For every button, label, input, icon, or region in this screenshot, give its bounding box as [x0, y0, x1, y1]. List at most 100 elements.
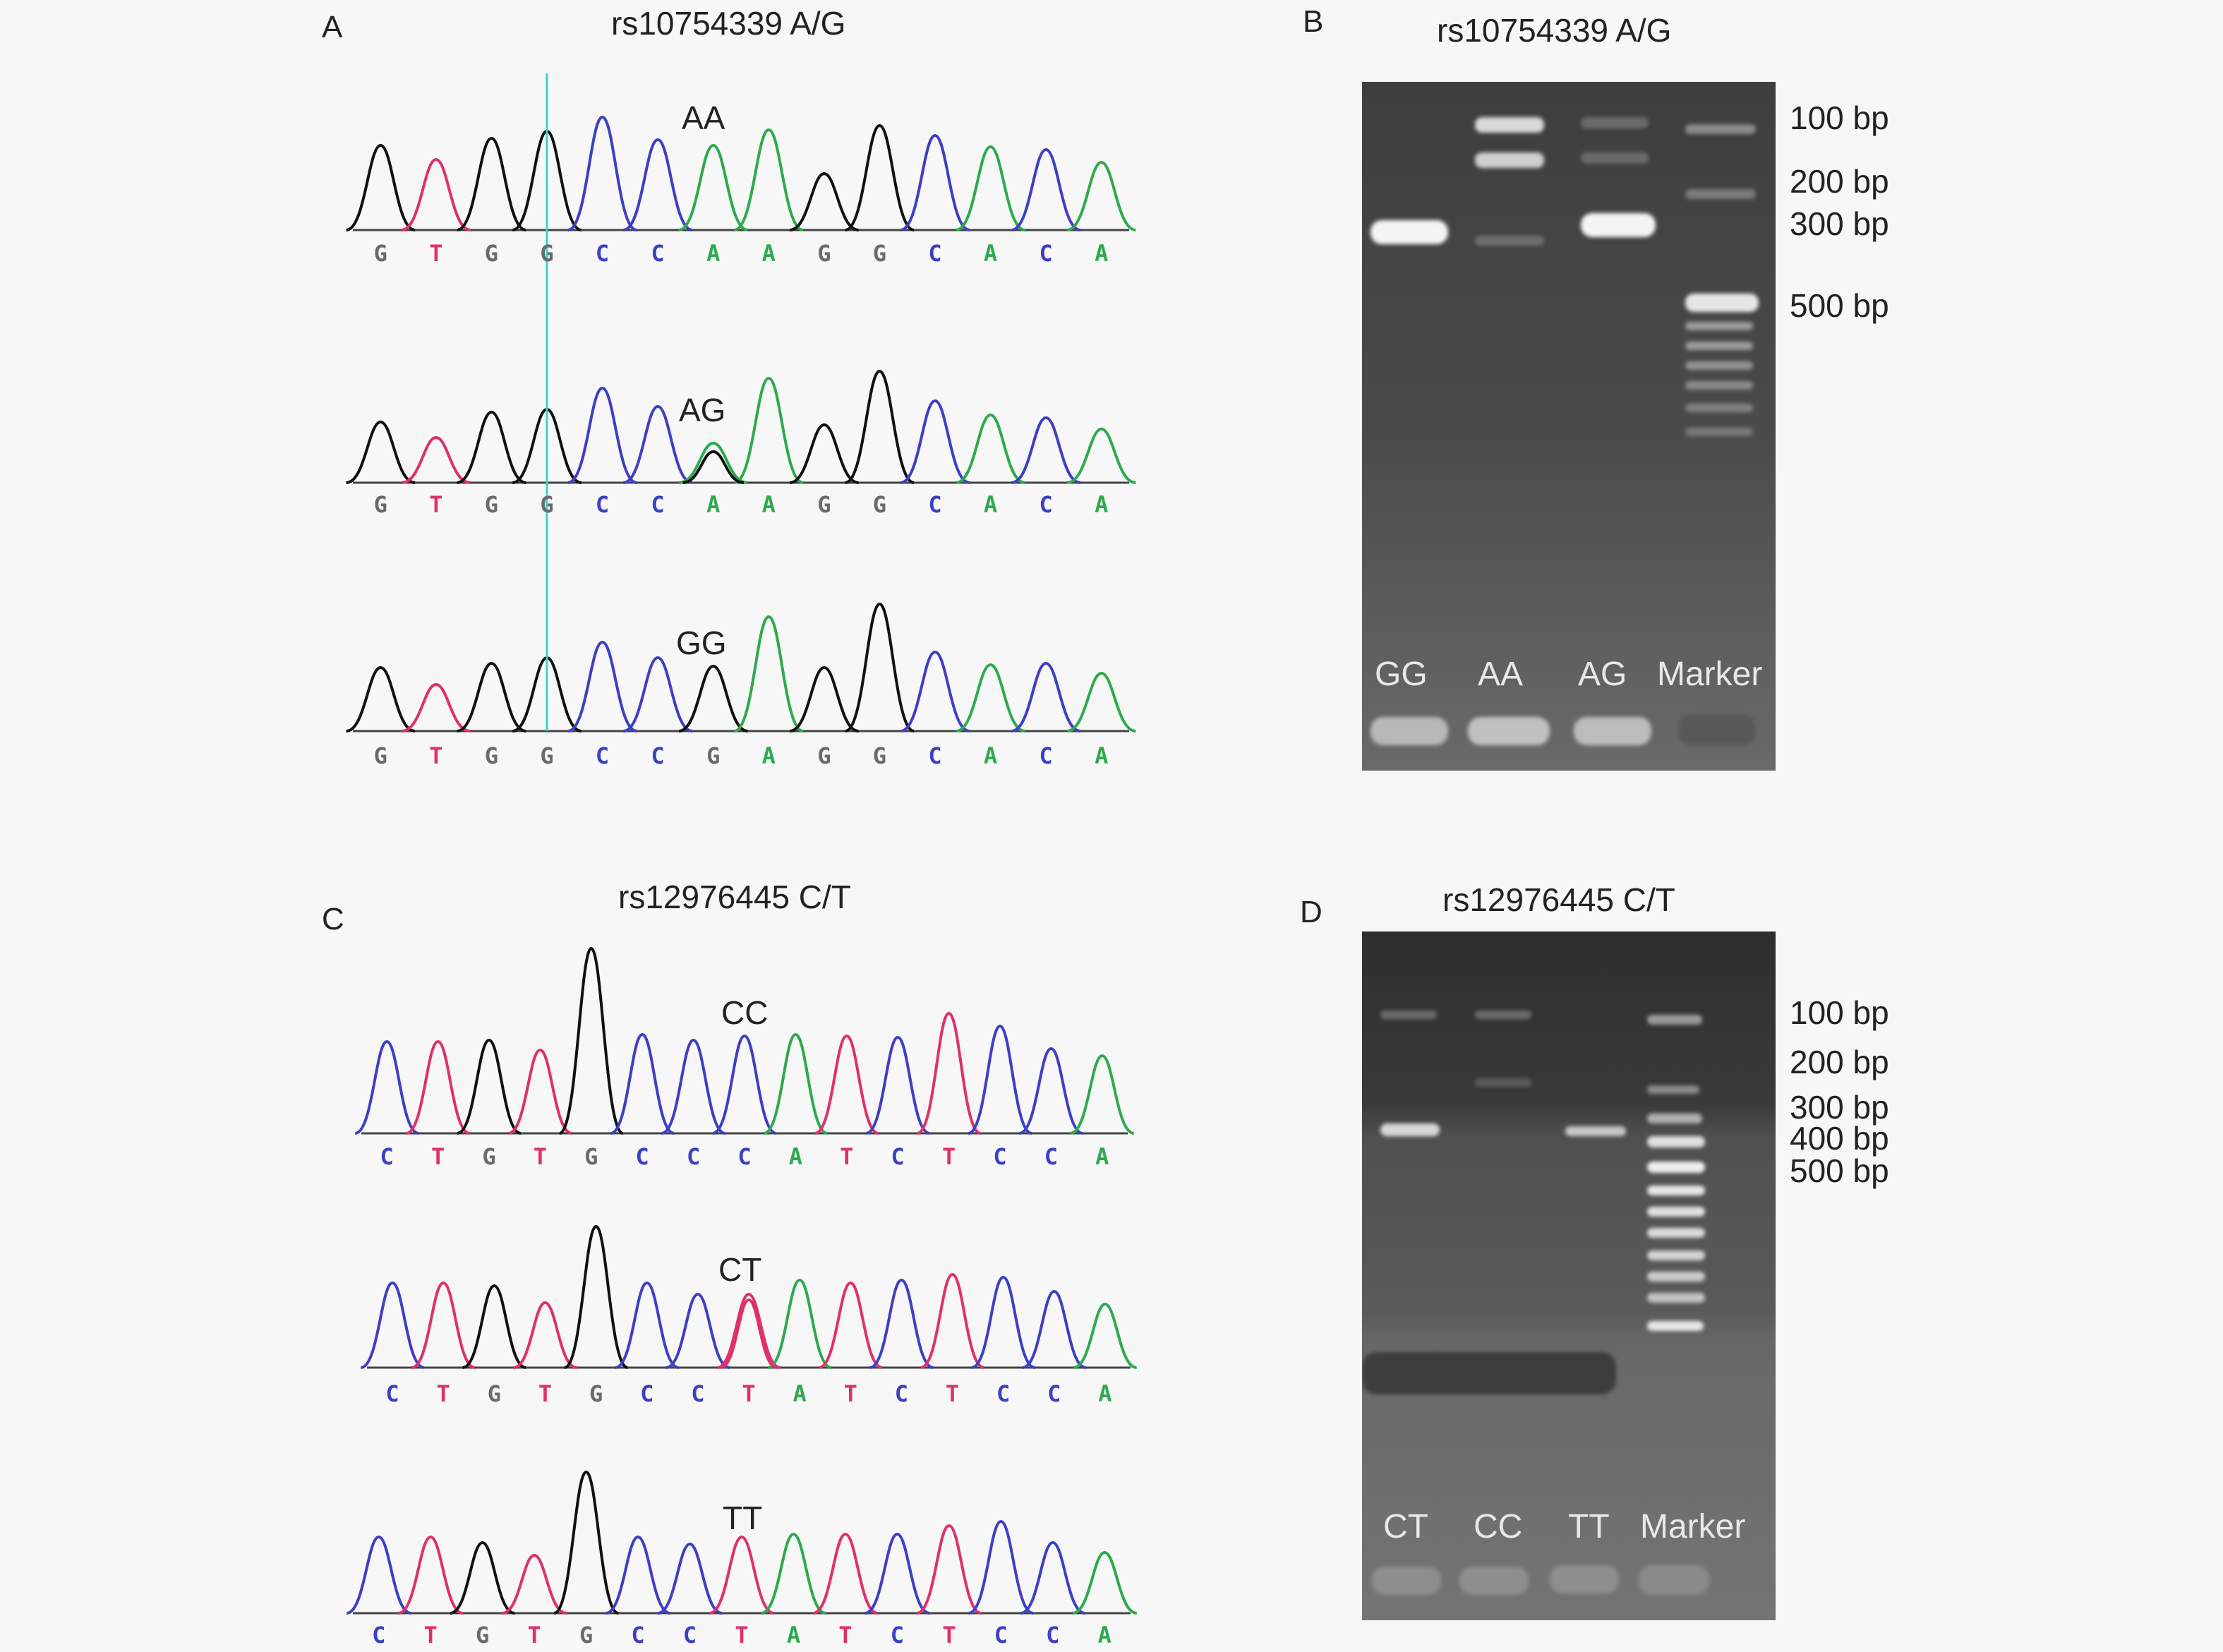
- panel-c-peak-A: [767, 1278, 832, 1369]
- panel-c-base-letter: T: [838, 1622, 853, 1648]
- panel-c-base-letter: T: [742, 1380, 756, 1407]
- panel-c-peak-T: [411, 1281, 476, 1369]
- panel-a-base-letter: G: [817, 240, 831, 267]
- panel-a-base-letter: A: [983, 240, 998, 267]
- panel-c-peak-T: [814, 1034, 879, 1135]
- panel-c-peak-T: [916, 1011, 982, 1135]
- panel-a-base-letter: G: [373, 491, 387, 518]
- panel-b-title: rs10754339 A/G: [1437, 12, 1672, 49]
- panel-c-base-letter: T: [533, 1143, 548, 1170]
- panel-a-base-letter: G: [540, 742, 554, 769]
- panel-c-letter: C: [322, 902, 344, 936]
- panel-c-base-letter: G: [589, 1380, 603, 1407]
- panel-c-peak-G: [450, 1541, 515, 1615]
- panel-c-base-letter: C: [994, 1622, 1008, 1648]
- panel-a-base-letter: C: [595, 742, 610, 769]
- panel-c-peak-T: [709, 1535, 775, 1615]
- gel-b-lane-4-label: Marker: [1657, 656, 1763, 693]
- panel-a-base-letter: G: [872, 491, 887, 518]
- panel-c-peak-T: [812, 1532, 879, 1615]
- panel-c-genotype-label: TT: [723, 1500, 763, 1536]
- gel-d-lane-3-label: TT: [1568, 1508, 1610, 1545]
- panel-c-peak-G: [558, 946, 624, 1135]
- panel-a-peak-C: [900, 399, 970, 484]
- panel-a-base-letter: A: [706, 491, 721, 518]
- panel-c-peak-A: [761, 1532, 826, 1615]
- panel-d-title: rs12976445 C/T: [1442, 881, 1675, 918]
- panel-c-base-letter: C: [737, 1143, 752, 1170]
- panel-a-base-letter: G: [484, 240, 499, 267]
- panel-c-base-letter: C: [691, 1380, 705, 1407]
- panel-c-peak-C: [968, 1519, 1034, 1615]
- panel-c-base-letter: A: [788, 1143, 803, 1170]
- gel-d-marker-500: 500 bp: [1790, 1152, 1889, 1189]
- panel-c-peak-C: [354, 1039, 419, 1135]
- gel-d-lane-2-label: CC: [1474, 1508, 1523, 1545]
- panel-a-base-letter: A: [983, 491, 998, 518]
- panel-a-base-letter: C: [1039, 491, 1053, 518]
- gel-d-marker-400: 400 bp: [1790, 1120, 1889, 1157]
- panel-c-peak-T: [818, 1281, 883, 1369]
- panel-c-peak-C: [1020, 1541, 1085, 1615]
- gel-b-lane-1-label: GG: [1375, 656, 1428, 693]
- panel-a-peak-C: [567, 115, 637, 231]
- panel-a-peak-G: [845, 123, 915, 231]
- panel-c-peak-T: [716, 1292, 781, 1369]
- panel-a-peak-G: [789, 423, 859, 484]
- panel-a-base-letter: G: [540, 240, 554, 267]
- panel-c-peak-C: [605, 1535, 671, 1615]
- panel-a-base-letter: G: [706, 742, 721, 769]
- panel-a-base-letter: A: [761, 742, 776, 769]
- panel-c-peak-C: [864, 1532, 930, 1615]
- panel-c-peak-C: [346, 1535, 411, 1615]
- panel-c-base-letter: A: [1095, 1143, 1109, 1170]
- panel-c-genotype-label: CT: [718, 1251, 762, 1288]
- gel-b-lane-3-label: AG: [1578, 656, 1627, 693]
- panel-c-base-letter: C: [682, 1622, 697, 1648]
- panel-a-peak-A: [1066, 671, 1136, 732]
- panel-a-base-letter: C: [651, 491, 665, 518]
- panel-c-secondary-peak: [720, 1298, 778, 1369]
- panel-a-peak-A: [733, 376, 804, 484]
- panel-c-peak-T: [502, 1553, 567, 1615]
- panel-a-base-letter: T: [429, 240, 443, 267]
- panel-c-base-letter: G: [487, 1380, 501, 1407]
- gel-d-marker-300: 300 bp: [1790, 1089, 1889, 1126]
- panel-c-genotype-label: CC: [721, 994, 769, 1031]
- panel-a-genotype-label: AG: [679, 392, 726, 428]
- panel-a-base-letter: C: [928, 491, 942, 518]
- panel-c-base-letter: C: [380, 1143, 394, 1170]
- panel-a-genotype-label: AA: [682, 100, 725, 136]
- panel-a-peak-G: [457, 661, 526, 732]
- panel-c-base-letter: C: [1047, 1380, 1061, 1407]
- panel-c-base-letter: G: [476, 1622, 490, 1648]
- panel-a-peak-A: [956, 663, 1025, 732]
- panel-a-base-letter: A: [706, 240, 721, 267]
- panel-a-peak-G: [457, 136, 526, 231]
- panel-c-base-letter: T: [941, 1143, 956, 1170]
- panel-c-base-letter: G: [584, 1143, 598, 1170]
- panel-c-peak-A: [763, 1032, 828, 1135]
- panel-c-base-letter: A: [1097, 1622, 1112, 1648]
- panel-c-base-letter: T: [945, 1380, 960, 1407]
- panel-a-peak-C: [900, 650, 970, 732]
- panel-c-base-letter: C: [640, 1380, 654, 1407]
- gel-d-lane-1-label: CT: [1383, 1508, 1428, 1545]
- panel-c-peak-A: [1072, 1550, 1138, 1615]
- panel-c-base-letter: G: [579, 1622, 594, 1648]
- gel-d-lane-4-label: Marker: [1640, 1508, 1746, 1545]
- panel-a-base-letter: G: [484, 742, 499, 769]
- panel-a-base-letter: C: [651, 742, 665, 769]
- panel-a-peak-A: [678, 143, 749, 231]
- panel-a-peak-C: [567, 386, 637, 484]
- panel-a-base-letter: G: [872, 742, 887, 769]
- panel-a-peak-G: [346, 665, 416, 732]
- panel-a-title: rs10754339 A/G: [611, 5, 846, 42]
- panel-a-peak-T: [401, 682, 471, 732]
- panel-c-base-letter: T: [527, 1622, 541, 1648]
- panel-c-base-letter: C: [894, 1380, 909, 1407]
- panel-c-base-letter: C: [890, 1622, 905, 1648]
- panel-c-base-letter: C: [993, 1143, 1007, 1170]
- panel-a-peak-G: [346, 420, 416, 484]
